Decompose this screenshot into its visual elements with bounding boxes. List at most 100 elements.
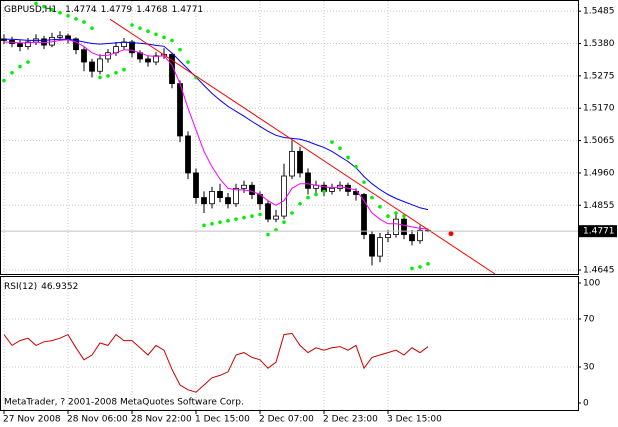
y-tick-label: 0: [583, 399, 589, 409]
sar-dot: [402, 214, 406, 218]
sar-dot: [178, 47, 182, 52]
candle-body: [185, 135, 191, 174]
candle-body: [385, 234, 391, 239]
candle-body: [81, 49, 87, 63]
sar-dot: [418, 265, 422, 269]
sar-dot: [146, 29, 150, 33]
panel-frame: [0, 276, 579, 411]
sar-dot: [2, 78, 6, 83]
sar-dot: [18, 64, 22, 69]
candle-body: [273, 215, 279, 220]
y-tick-label: 1.4855: [583, 201, 615, 211]
sar-dot: [266, 232, 270, 237]
symbol: GBPUSD,H1: [4, 5, 57, 15]
candle-body: [369, 234, 375, 257]
sar-dot: [130, 23, 134, 27]
candle-body: [249, 184, 255, 195]
sar-dot: [162, 35, 166, 40]
candle-body: [73, 38, 79, 51]
candle-body: [145, 58, 151, 63]
rsi-line: [3, 332, 429, 393]
sar-dot: [82, 20, 86, 24]
header-value: 1.4779: [101, 5, 133, 15]
sar-dot: [338, 146, 342, 151]
x-tick-label: 1 Dec 15:00: [195, 415, 250, 425]
last-price-label: 1.4771: [583, 227, 615, 237]
y-tick-label: 1.5380: [583, 39, 615, 49]
sar-dot: [250, 214, 254, 218]
candle-body: [377, 237, 383, 257]
sar-dot: [154, 32, 158, 37]
sar-dot: [58, 10, 62, 15]
x-tick-label: 27 Nov 2008: [3, 415, 61, 425]
candle-body: [289, 150, 295, 177]
sar-dot: [258, 212, 262, 217]
sar-dot: [42, 4, 46, 9]
candle-body: [177, 83, 183, 137]
candle-body: [105, 52, 111, 60]
candle-body: [393, 218, 399, 235]
sar-dot: [314, 192, 318, 197]
sar-dot: [138, 26, 142, 30]
candle-body: [225, 197, 231, 205]
candle-body: [169, 53, 175, 84]
candle-body: [209, 191, 215, 205]
sar-dot: [202, 223, 206, 228]
candle-body: [129, 41, 135, 54]
x-tick-label: 28 Nov 22:00: [131, 415, 192, 425]
sar-dot: [306, 195, 310, 200]
candle-body: [417, 229, 423, 242]
copyright: MetaTrader, ? 2001-2008 MetaQuotes Softw…: [4, 398, 244, 408]
y-tick-label: 100: [583, 279, 600, 289]
header-value: 1.4771: [172, 5, 204, 15]
sar-dot: [34, 1, 38, 6]
sar-dot: [10, 70, 14, 75]
y-tick-label: 1.5485: [583, 7, 615, 17]
sar-dot: [106, 74, 110, 78]
sar-dot: [66, 13, 70, 18]
sar-dot: [74, 17, 78, 21]
candle-body: [25, 41, 31, 48]
candle-body: [401, 218, 407, 235]
sar-dot: [234, 217, 238, 221]
candle-body: [241, 184, 247, 189]
sar-dot: [90, 26, 94, 30]
sar-dot: [394, 211, 398, 215]
sar-dot: [370, 195, 374, 200]
chart-title: GBPUSD,H1 1.4774 1.4779 1.4768 1.4771: [4, 5, 203, 15]
sar-dot: [114, 70, 118, 75]
candle-body: [193, 172, 199, 198]
x-tick-label: 2 Dec 07:00: [259, 415, 314, 425]
y-tick-label: 1.5275: [583, 71, 615, 81]
sar-dot: [282, 220, 286, 225]
sar-dot: [122, 67, 126, 72]
sar-dot: [218, 220, 222, 225]
sar-dot: [378, 205, 382, 209]
indicator-title: RSI(12) 46.9352: [4, 282, 78, 292]
moving-average: [3, 39, 429, 230]
y-tick-label: 1.4960: [583, 168, 615, 178]
candle-body: [233, 187, 239, 205]
candle-body: [97, 58, 103, 72]
sar-dot: [362, 180, 366, 184]
y-tick-label: 1.5170: [583, 104, 615, 114]
candle-body: [17, 43, 23, 48]
sar-dot: [330, 140, 334, 144]
candle-body: [89, 61, 95, 72]
marker-dot: [448, 231, 454, 237]
sar-dot: [50, 7, 54, 12]
moving-average: [4, 38, 429, 211]
y-tick-label: 30: [583, 363, 595, 373]
candle-body: [361, 194, 367, 235]
x-tick-label: 28 Nov 06:00: [67, 415, 128, 425]
sar-dot: [210, 221, 214, 226]
panel-frame: [0, 0, 579, 275]
sar-dot: [186, 60, 190, 64]
x-tick-label: 3 Dec 15:00: [387, 415, 442, 425]
sar-dot: [346, 155, 350, 160]
sar-dot: [354, 164, 358, 169]
candle-body: [217, 191, 223, 198]
sar-dot: [426, 262, 430, 266]
